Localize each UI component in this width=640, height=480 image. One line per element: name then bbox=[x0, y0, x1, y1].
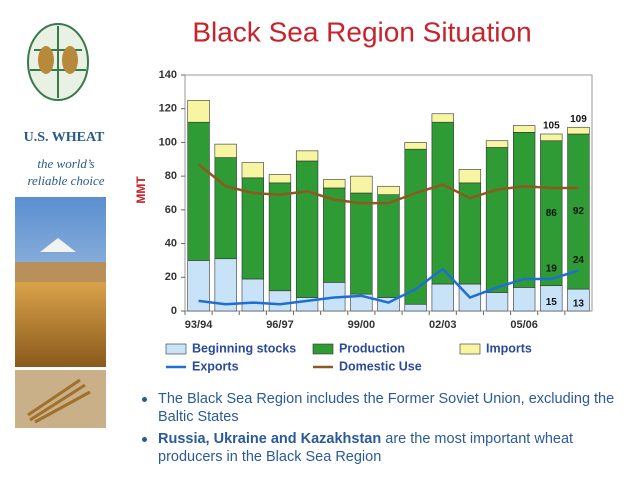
photo-hills bbox=[15, 262, 106, 282]
bar-segment bbox=[268, 290, 292, 312]
legend-swatch bbox=[312, 343, 334, 355]
photo-mountain bbox=[40, 238, 76, 252]
legend-label: Exports bbox=[192, 359, 239, 373]
x-tick-label: 05/06 bbox=[510, 319, 538, 331]
bar-segment bbox=[404, 142, 427, 150]
bullet: The Black Sea Region includes the Former… bbox=[140, 390, 620, 426]
data-label: 13 bbox=[573, 299, 585, 310]
legend-label: Imports bbox=[486, 341, 532, 355]
data-label: 24 bbox=[573, 255, 585, 266]
bar-segment bbox=[214, 157, 237, 260]
bar-segment bbox=[567, 126, 590, 135]
logo-grain bbox=[38, 46, 54, 74]
bar-segment bbox=[377, 185, 400, 195]
bar-segment bbox=[431, 283, 454, 312]
data-label: 92 bbox=[573, 206, 585, 217]
bullet-bold: Russia, Ukraine and Kazakhstan bbox=[158, 431, 382, 447]
bar-segment bbox=[187, 121, 210, 261]
bar-segment bbox=[241, 162, 264, 179]
data-label: 19 bbox=[546, 264, 558, 275]
bar-segment bbox=[268, 182, 292, 292]
bullet-text: The Black Sea Region includes the Former… bbox=[158, 391, 615, 425]
logo-grain bbox=[62, 46, 78, 74]
data-label: 15 bbox=[546, 297, 558, 308]
bar-segment bbox=[295, 150, 319, 162]
brand-name: U.S. WHEAT bbox=[23, 130, 105, 145]
y-tick-label: 100 bbox=[159, 136, 177, 148]
y-tick-label: 40 bbox=[165, 237, 177, 249]
legend-label: Beginning stocks bbox=[192, 341, 296, 355]
legend-swatch bbox=[165, 343, 187, 355]
bullet-text: are the most important wheat producers i… bbox=[158, 431, 574, 465]
data-label: 109 bbox=[570, 114, 587, 125]
x-tick-label: 93/94 bbox=[185, 319, 213, 331]
y-tick-label: 80 bbox=[165, 170, 177, 182]
bar-segment bbox=[377, 194, 400, 298]
bar-segment bbox=[404, 303, 427, 312]
photo-wheat bbox=[15, 282, 106, 367]
x-tick-label: 99/00 bbox=[348, 319, 376, 331]
photo-stalks bbox=[27, 378, 91, 424]
bar-segment bbox=[513, 287, 536, 312]
bar-segment bbox=[485, 140, 509, 148]
bullet: Russia, Ukraine and Kazakhstan are the m… bbox=[140, 430, 620, 466]
sidebar-art bbox=[15, 23, 106, 428]
x-tick-label: 02/03 bbox=[429, 319, 457, 331]
y-tick-label: 120 bbox=[159, 103, 177, 115]
line-series bbox=[198, 267, 579, 306]
y-tick-label: 60 bbox=[165, 204, 177, 216]
bar-segment bbox=[431, 121, 454, 285]
bar-segment bbox=[350, 175, 373, 194]
x-tick-label: 96/97 bbox=[266, 319, 294, 331]
bar-segment bbox=[485, 292, 509, 312]
bar-segment bbox=[323, 187, 346, 283]
bar-segment bbox=[241, 278, 264, 312]
y-tick-label: 0 bbox=[171, 305, 177, 317]
chart-title: Black Sea Region Situation bbox=[192, 16, 531, 47]
bar-segment bbox=[187, 99, 210, 123]
bullets: The Black Sea Region includes the Former… bbox=[140, 390, 620, 470]
brand-tagline: the world’s reliable choice bbox=[27, 156, 105, 188]
legend-label: Production bbox=[339, 341, 405, 355]
y-tick-label: 20 bbox=[165, 271, 177, 283]
legend-swatch bbox=[459, 343, 481, 355]
bar-segment bbox=[295, 160, 319, 298]
data-label: 105 bbox=[543, 121, 560, 132]
line-series bbox=[197, 163, 579, 205]
y-axis-label: MMT bbox=[134, 176, 148, 204]
bar-segment bbox=[323, 179, 346, 189]
bar-segment bbox=[404, 148, 427, 305]
legend-label: Domestic Use bbox=[339, 359, 422, 373]
bar-segment bbox=[485, 147, 509, 293]
bar-segment bbox=[268, 174, 292, 184]
bar-segment bbox=[540, 133, 563, 142]
bar-segment bbox=[431, 113, 454, 123]
bar-segment bbox=[187, 260, 210, 312]
bar-segment bbox=[214, 143, 237, 158]
bar-segment bbox=[458, 169, 482, 184]
bar-segment bbox=[513, 132, 536, 288]
bar-segment bbox=[513, 125, 536, 133]
data-label: 86 bbox=[546, 208, 558, 219]
y-tick-label: 140 bbox=[159, 69, 177, 81]
chart: Black Sea Region Situation MMT 0 20 40 60 80… bbox=[134, 16, 593, 373]
bar-segment bbox=[350, 192, 373, 295]
